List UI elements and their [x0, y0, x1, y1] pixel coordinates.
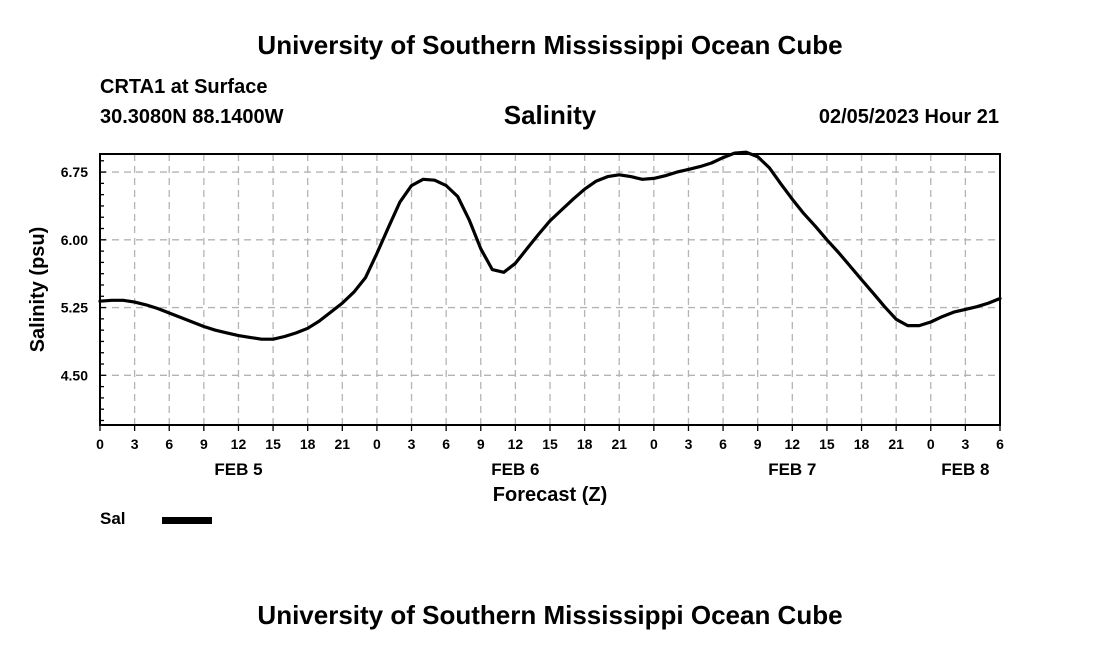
y-tick-label: 4.50: [61, 367, 88, 383]
series-line-sal: [98, 150, 1002, 341]
x-tick-label: 18: [854, 436, 870, 452]
footer-title: University of Southern Mississippi Ocean…: [257, 600, 843, 630]
page-title: University of Southern Mississippi Ocean…: [257, 30, 843, 60]
y-tick-label: 6.00: [61, 232, 88, 248]
x-tick-label: 6: [996, 436, 1004, 452]
date-label: FEB 8: [941, 460, 989, 479]
x-tick-label: 6: [165, 436, 173, 452]
y-tick-label: 6.75: [61, 164, 88, 180]
date-label: FEB 7: [768, 460, 816, 479]
forecast-datetime: 02/05/2023 Hour 21: [818, 106, 999, 128]
x-tick-label: 6: [719, 436, 727, 452]
x-tick-label: 0: [650, 436, 658, 452]
station-label: CRTA1 at Surface: [100, 76, 268, 98]
x-tick-label: 3: [961, 436, 969, 452]
x-tick-label: 15: [542, 436, 558, 452]
x-tick-label: 9: [200, 436, 208, 452]
y-tick-label: 5.25: [61, 300, 88, 316]
x-tick-label: 18: [577, 436, 593, 452]
x-tick-label: 6: [442, 436, 450, 452]
legend-label: Sal: [100, 509, 126, 528]
x-tick-label: 15: [265, 436, 281, 452]
x-tick-label: 0: [96, 436, 104, 452]
chart-title: Salinity: [503, 100, 597, 130]
x-tick-label: 12: [231, 436, 247, 452]
x-tick-label: 21: [888, 436, 904, 452]
x-tick-label: 21: [611, 436, 627, 452]
x-tick-label: 3: [408, 436, 416, 452]
x-tick-label: 3: [685, 436, 693, 452]
x-tick-label: 15: [819, 436, 835, 452]
legend-swatch: [162, 517, 212, 524]
x-axis-label: Forecast (Z): [493, 484, 607, 506]
date-label: FEB 5: [214, 460, 262, 479]
x-tick-label: 9: [477, 436, 485, 452]
x-tick-label: 18: [300, 436, 316, 452]
date-label: FEB 6: [491, 460, 539, 479]
x-tick-label: 0: [927, 436, 935, 452]
x-tick-label: 9: [754, 436, 762, 452]
x-tick-label: 3: [131, 436, 139, 452]
x-tick-label: 12: [785, 436, 801, 452]
x-tick-label: 12: [508, 436, 524, 452]
x-tick-label: 21: [335, 436, 351, 452]
y-axis-label: Salinity (psu): [27, 227, 49, 353]
station-coordinates: 30.3080N 88.1400W: [100, 106, 284, 128]
x-tick-label: 0: [373, 436, 381, 452]
